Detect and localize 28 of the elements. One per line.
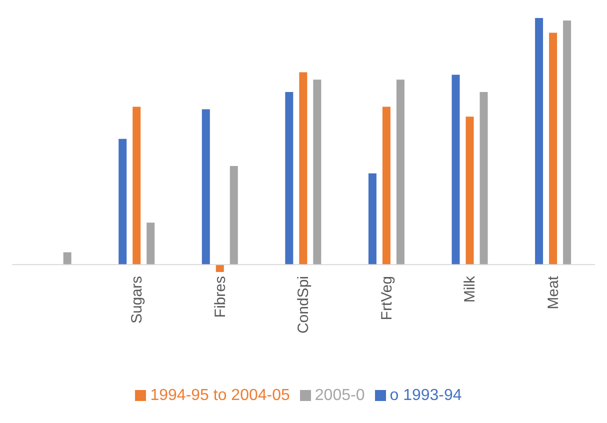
x-tick-label: CondSpi — [295, 276, 312, 334]
bar — [549, 32, 558, 265]
x-tick-label: Sugars — [128, 276, 146, 324]
legend-label: 2005-0 — [314, 387, 365, 404]
x-tick-label: Milk — [462, 276, 479, 303]
legend-label: o 1993-94 — [390, 387, 462, 404]
bar — [216, 264, 224, 272]
bar — [230, 166, 238, 265]
bar — [202, 109, 210, 265]
legend-label: 1994-95 to 2004-05 — [150, 387, 290, 404]
bar — [535, 18, 544, 265]
bar — [452, 74, 460, 265]
bar — [118, 138, 127, 265]
x-tick-label: Meat — [545, 275, 562, 310]
bar — [480, 92, 488, 265]
bar — [132, 106, 141, 265]
bar — [368, 173, 376, 265]
bar — [466, 116, 474, 265]
bar — [146, 222, 155, 265]
x-tick-label: FrtVeg — [378, 276, 396, 320]
bar — [299, 72, 308, 265]
bar — [63, 252, 72, 265]
x-tick-label: Fibres — [212, 276, 229, 318]
bar — [396, 80, 404, 265]
bar — [382, 106, 390, 265]
bar — [313, 80, 322, 265]
bar — [563, 20, 572, 265]
bar — [285, 92, 294, 265]
